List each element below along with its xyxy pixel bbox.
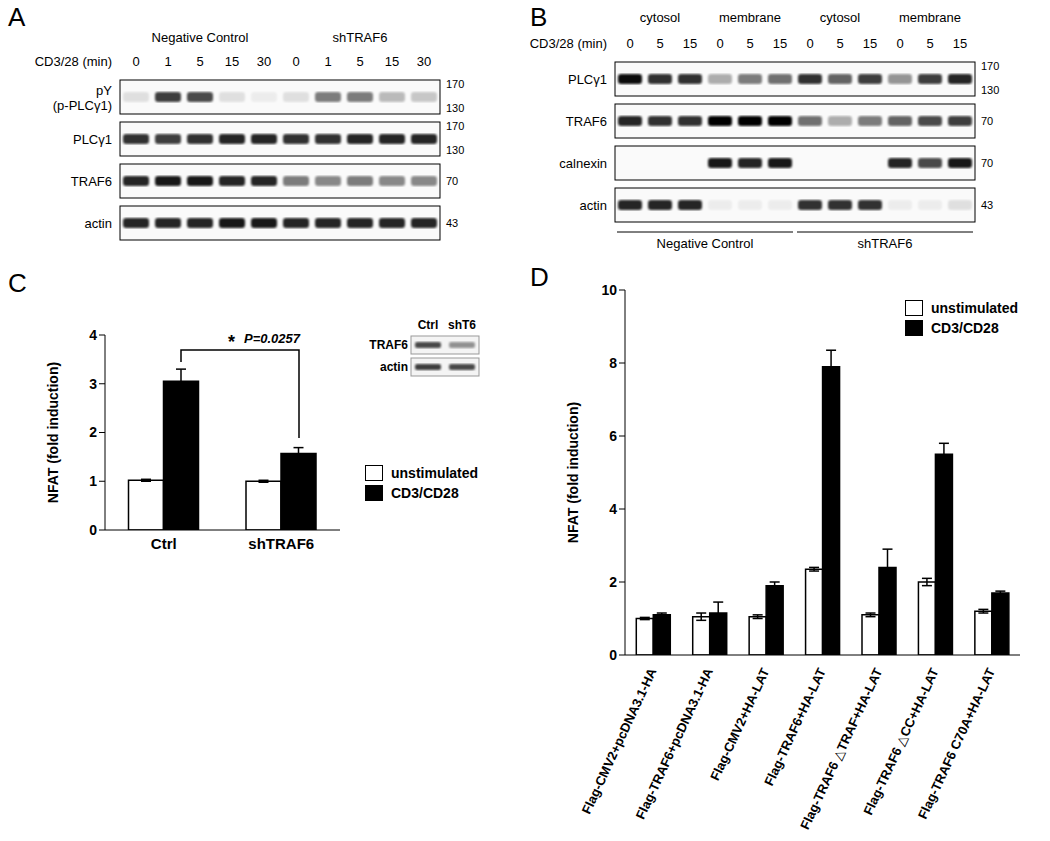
html-text:D: D: [530, 262, 549, 292]
svg-text:shTRAF6: shTRAF6: [858, 236, 913, 251]
svg-text:CD3/28 (min): CD3/28 (min): [530, 36, 607, 51]
svg-text:0: 0: [896, 36, 903, 51]
svg-text:5: 5: [356, 54, 363, 69]
svg-text:170: 170: [446, 78, 464, 90]
svg-text:Ctrl: Ctrl: [418, 318, 439, 332]
svg-text:1: 1: [164, 54, 171, 69]
svg-text:5: 5: [926, 36, 933, 51]
svg-text:15: 15: [863, 36, 877, 51]
svg-text:Flag-CMV2+HA-LAT: Flag-CMV2+HA-LAT: [707, 666, 772, 783]
svg-text:actin: actin: [380, 360, 408, 374]
svg-text:TRAF6: TRAF6: [71, 174, 112, 189]
svg-text:8: 8: [609, 355, 617, 371]
svg-text:15: 15: [225, 54, 239, 69]
svg-text:Flag-TRAF6 △TRAF+HA-LAT: Flag-TRAF6 △TRAF+HA-LAT: [797, 665, 886, 832]
svg-text:30: 30: [257, 54, 271, 69]
svg-text:0: 0: [89, 522, 97, 538]
svg-text:CD3/28 (min): CD3/28 (min): [35, 54, 112, 69]
svg-text:0: 0: [806, 36, 813, 51]
html-text:unstimulated: unstimulated: [931, 300, 1019, 316]
svg-text:A: A: [8, 2, 26, 32]
svg-text:actin: actin: [85, 216, 112, 231]
svg-text:(p-PLCγ1): (p-PLCγ1): [53, 98, 112, 113]
svg-text:70: 70: [981, 157, 993, 169]
svg-text:Negative Control: Negative Control: [657, 236, 754, 251]
svg-text:15: 15: [773, 36, 787, 51]
svg-text:15: 15: [683, 36, 697, 51]
svg-text:shTRAF6: shTRAF6: [333, 30, 388, 45]
svg-text:PLCγ1: PLCγ1: [73, 132, 112, 147]
svg-text:0: 0: [292, 54, 299, 69]
svg-text:Negative Control: Negative Control: [152, 30, 249, 45]
svg-text:*: *: [228, 332, 235, 352]
svg-text:2: 2: [609, 574, 617, 590]
svg-text:TRAF6: TRAF6: [566, 114, 607, 129]
html-text:unstimulated: unstimulated: [391, 465, 479, 481]
svg-text:43: 43: [981, 199, 993, 211]
svg-text:70: 70: [446, 175, 458, 187]
svg-text:5: 5: [196, 54, 203, 69]
svg-text:B: B: [530, 2, 547, 32]
svg-text:15: 15: [953, 36, 967, 51]
svg-text:calnexin: calnexin: [559, 156, 607, 171]
svg-text:130: 130: [981, 84, 999, 96]
svg-text:Ctrl: Ctrl: [151, 535, 177, 552]
svg-text:P=0.0257: P=0.0257: [244, 331, 301, 346]
svg-text:6: 6: [609, 428, 617, 444]
svg-text:10: 10: [601, 282, 617, 298]
svg-text:shT6: shT6: [448, 318, 476, 332]
svg-text:actin: actin: [580, 198, 607, 213]
svg-text:130: 130: [446, 144, 464, 156]
svg-text:Flag-TRAF6+pcDNA3.1-HA: Flag-TRAF6+pcDNA3.1-HA: [633, 665, 717, 821]
svg-text:NFAT (fold induction): NFAT (fold induction): [45, 362, 61, 503]
svg-text:membrane: membrane: [899, 10, 961, 25]
svg-text:3: 3: [89, 376, 97, 392]
svg-text:0: 0: [716, 36, 723, 51]
svg-text:30: 30: [417, 54, 431, 69]
svg-text:43: 43: [446, 217, 458, 229]
svg-text:cytosol: cytosol: [640, 10, 681, 25]
svg-text:4: 4: [89, 327, 97, 343]
svg-text:130: 130: [446, 102, 464, 114]
svg-text:170: 170: [981, 60, 999, 72]
svg-text:PLCγ1: PLCγ1: [568, 72, 607, 87]
svg-text:0: 0: [132, 54, 139, 69]
html-text:CD3/CD28: CD3/CD28: [391, 485, 459, 501]
svg-text:170: 170: [446, 120, 464, 132]
svg-text:70: 70: [981, 115, 993, 127]
html-text:CD3/CD28: CD3/CD28: [931, 320, 999, 336]
svg-text:0: 0: [609, 647, 617, 663]
svg-text:5: 5: [656, 36, 663, 51]
svg-text:5: 5: [836, 36, 843, 51]
svg-text:15: 15: [385, 54, 399, 69]
svg-text:pY: pY: [96, 83, 112, 98]
svg-text:2: 2: [89, 424, 97, 440]
svg-text:1: 1: [89, 473, 97, 489]
svg-text:cytosol: cytosol: [820, 10, 861, 25]
svg-text:Flag-TRAF6 △CC+HA-LAT: Flag-TRAF6 △CC+HA-LAT: [860, 665, 942, 818]
svg-text:5: 5: [746, 36, 753, 51]
svg-text:Flag-TRAF6+HA-LAT: Flag-TRAF6+HA-LAT: [761, 666, 829, 788]
svg-text:Flag-CMV2+pcDNA3.1-HA: Flag-CMV2+pcDNA3.1-HA: [578, 665, 660, 817]
svg-text:4: 4: [609, 501, 617, 517]
svg-text:NFAT (fold induction): NFAT (fold induction): [565, 402, 581, 543]
svg-text:0: 0: [626, 36, 633, 51]
svg-text:TRAF6: TRAF6: [369, 338, 408, 352]
svg-text:shTRAF6: shTRAF6: [248, 535, 314, 552]
svg-text:Flag-TRAF6 C70A+HA-LAT: Flag-TRAF6 C70A+HA-LAT: [915, 666, 998, 822]
html-text:C: C: [8, 268, 27, 298]
svg-text:membrane: membrane: [719, 10, 781, 25]
svg-text:1: 1: [324, 54, 331, 69]
